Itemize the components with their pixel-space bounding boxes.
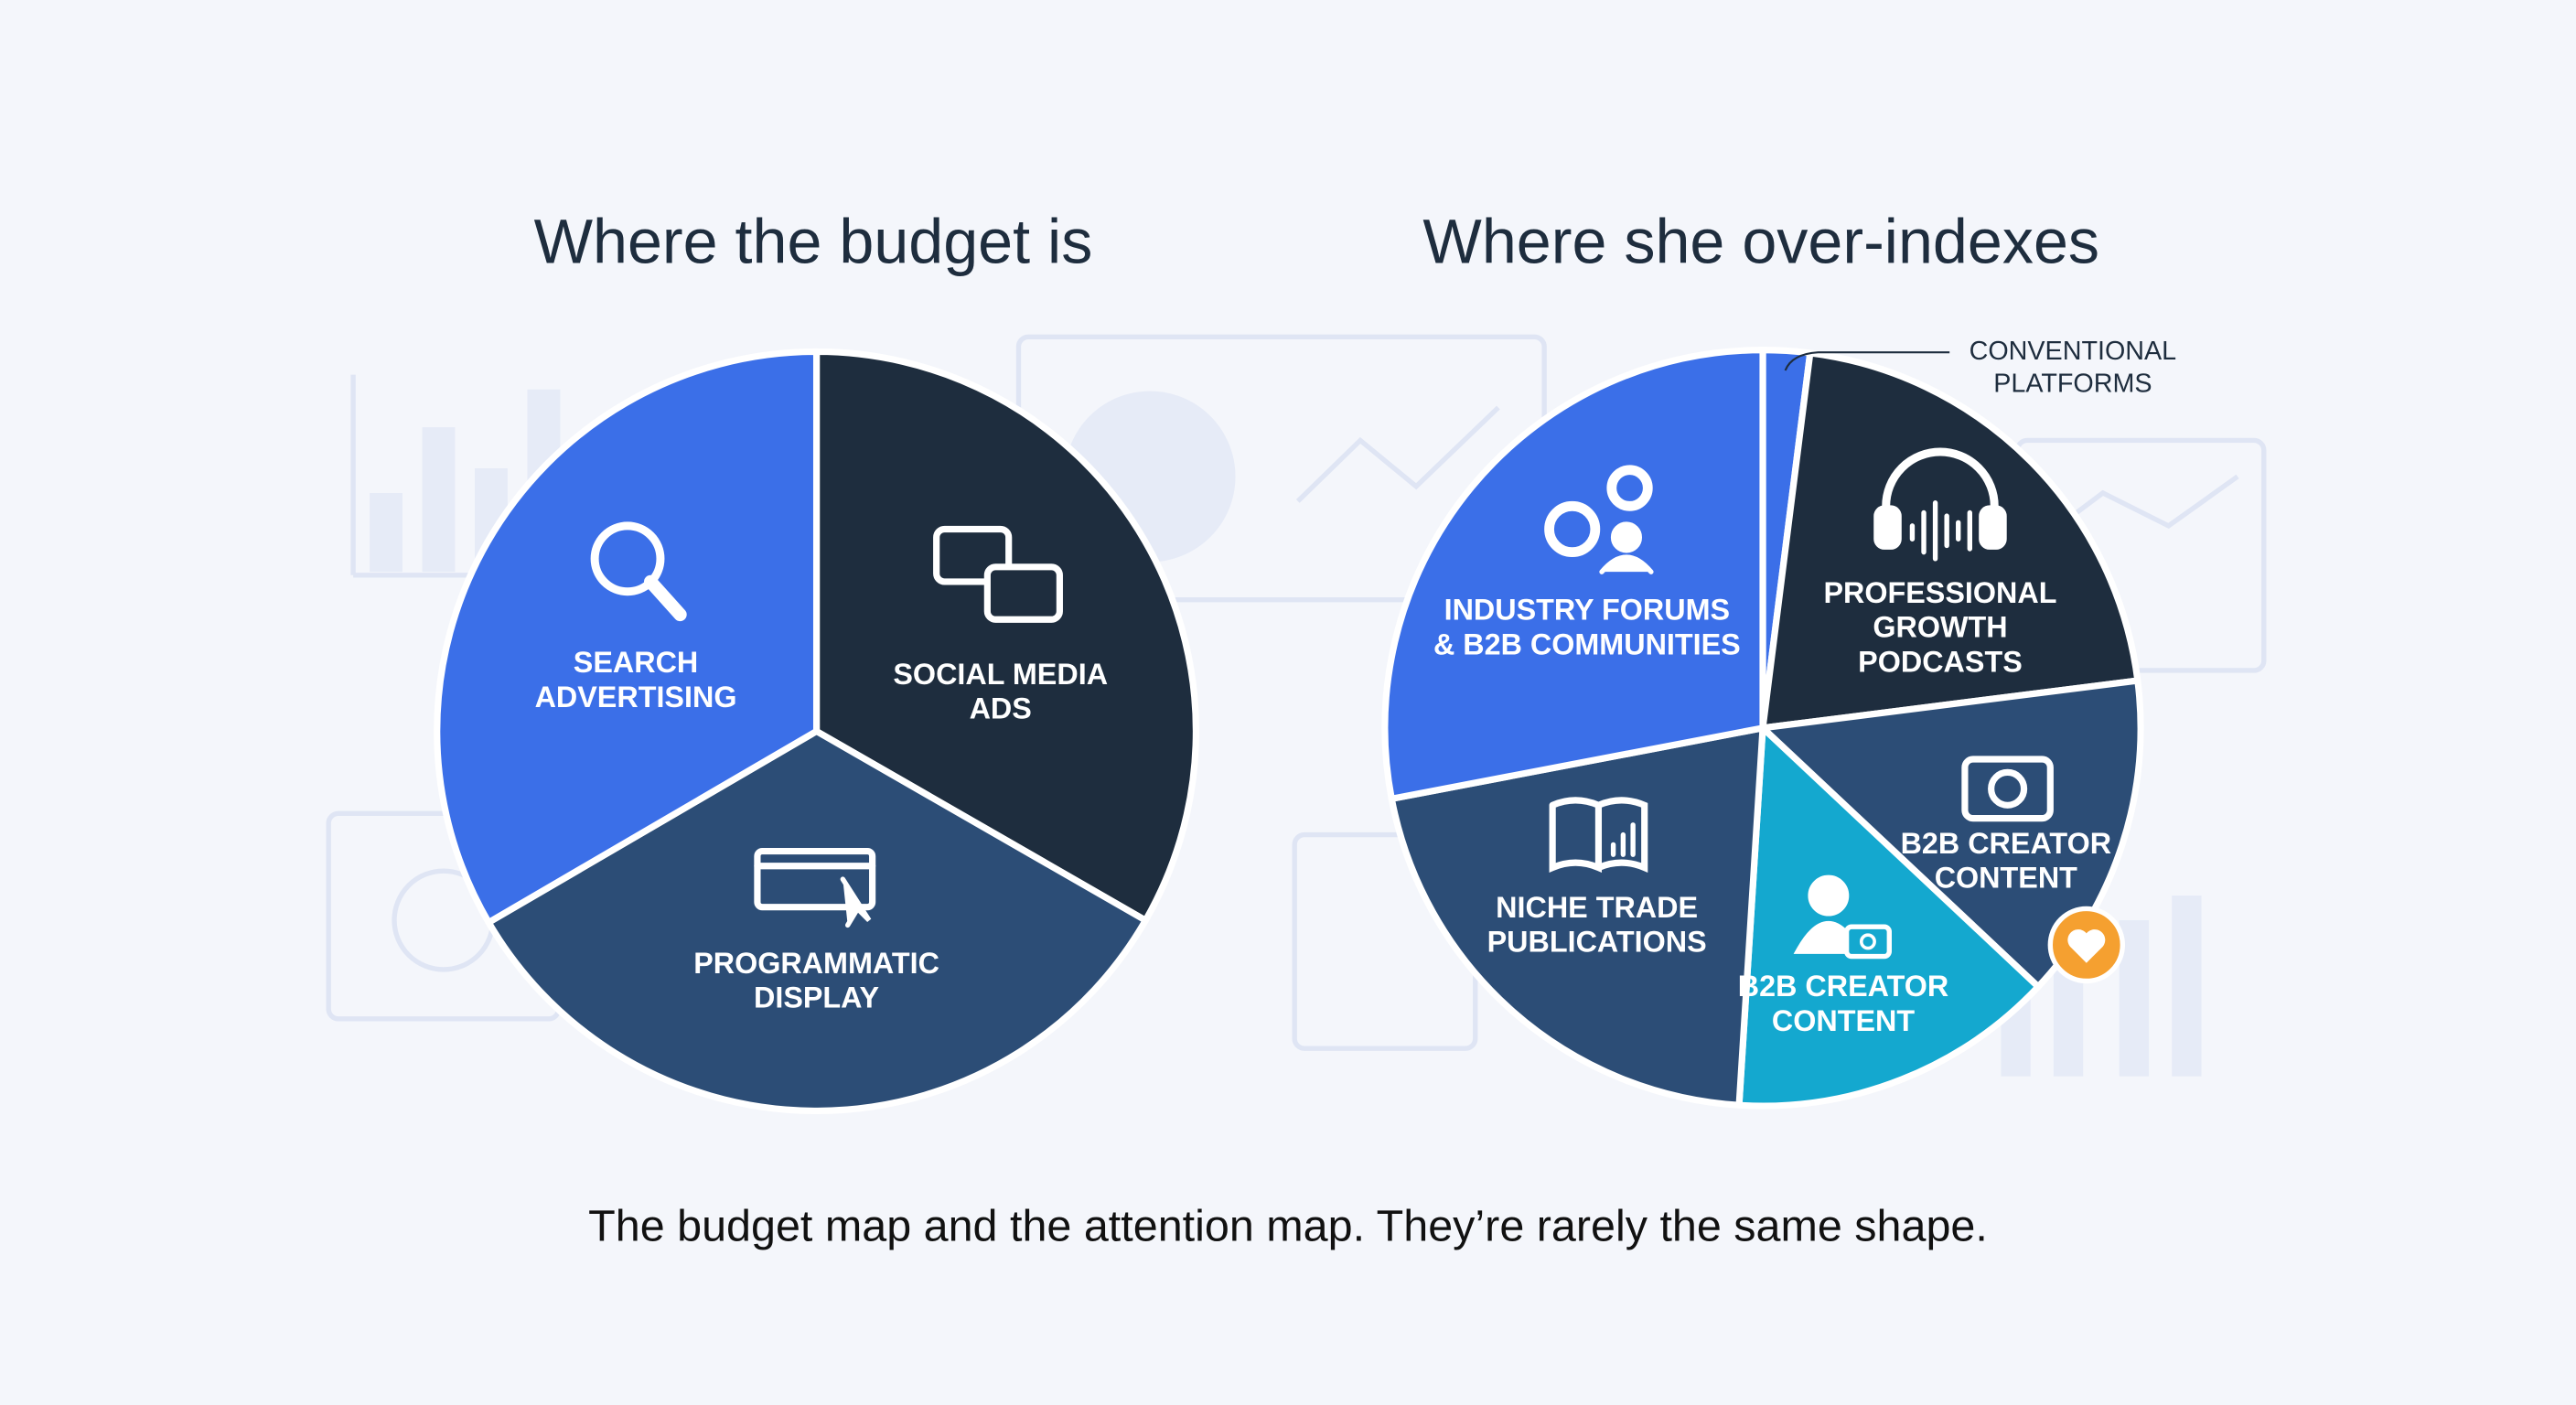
slice-label: NICHE TRADE PUBLICATIONS [1487, 891, 1707, 959]
heart-badge [2047, 906, 2126, 984]
slice-label: CONVENTIONAL PLATFORMS [1970, 337, 2177, 399]
slice-label: SOCIAL MEDIA ADS [893, 658, 1108, 725]
slice-label: PROGRAMMATIC DISPLAY [693, 947, 939, 1014]
slice-label: B2B CREATOR CONTENT [1738, 970, 1948, 1037]
pies: Where the budget is SOCIAL MEDIA ADS PROGRA… [434, 207, 2177, 1115]
pie-slice [1381, 347, 1766, 802]
chart-title: Where the budget is [534, 207, 1093, 276]
pie-slice [1759, 349, 2141, 732]
pie-slice [812, 348, 1200, 924]
slice-label: INDUSTRY FORUMS & B2B COMMUNITIES [1433, 594, 1741, 661]
slice-label: B2B CREATOR CONTENT [1901, 827, 2111, 895]
callout-line [1784, 351, 1950, 371]
caption: The budget map and the attention map. Th… [588, 1202, 1988, 1251]
icons [590, 447, 2054, 960]
slice-label: PROFESSIONAL GROWTH PODCASTS [1823, 576, 2056, 678]
pie-slice [1735, 724, 2042, 1110]
slice-label: SEARCH ADVERTISING [535, 646, 737, 713]
pie-slice [1388, 724, 1766, 1109]
pie-slice [434, 348, 821, 927]
chart-title: Where she over-indexes [1422, 207, 2099, 276]
pie-slice [485, 727, 1149, 1115]
